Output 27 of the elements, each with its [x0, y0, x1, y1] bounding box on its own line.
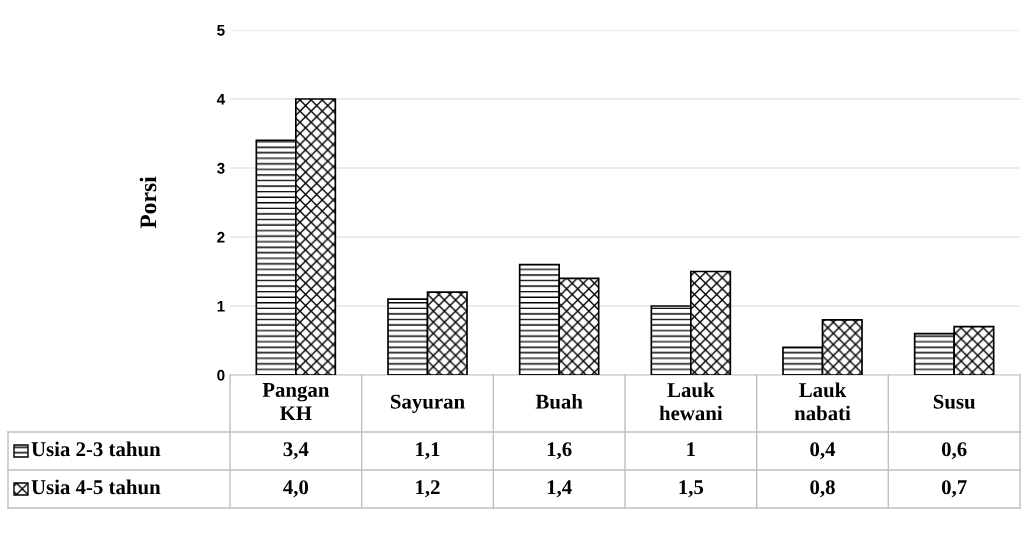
x-tick-label: Sayuran [390, 394, 465, 413]
data-label: 4,0 [283, 480, 309, 498]
legend-label: Usia 2-3 tahun [31, 441, 161, 457]
data-label: 1,4 [547, 480, 572, 498]
data-label: 1,5 [679, 480, 704, 498]
legend-label: Usia 4-5 tahun [31, 479, 161, 495]
data-label: 1,2 [416, 480, 440, 498]
y-axis-title: Porsi [139, 176, 157, 229]
y-tick-label: 1 [217, 301, 225, 312]
y-tick-label: 0 [217, 369, 225, 381]
data-label: 0,8 [810, 480, 835, 498]
y-tick-label: 3 [216, 162, 225, 174]
y-tick-label: 2 [217, 231, 225, 243]
y-tick-label: 4 [216, 94, 226, 105]
data-label: 0,6 [941, 442, 967, 460]
x-tick-label: Lauk nabati [794, 382, 851, 421]
data-label: 0,4 [810, 442, 836, 460]
data-label: 3,4 [283, 442, 309, 460]
y-tick-label: 5 [217, 25, 225, 36]
data-label: 1 [687, 442, 695, 457]
x-tick-label: Susu [933, 394, 976, 409]
data-label: 0,7 [941, 480, 967, 498]
data-label: 1,6 [547, 442, 572, 460]
x-tick-label: Pangan KH [262, 383, 330, 421]
x-tick-label: Lauk hewani [659, 382, 723, 421]
data-label: 1,1 [416, 442, 440, 460]
x-tick-label: Buah [535, 394, 583, 409]
